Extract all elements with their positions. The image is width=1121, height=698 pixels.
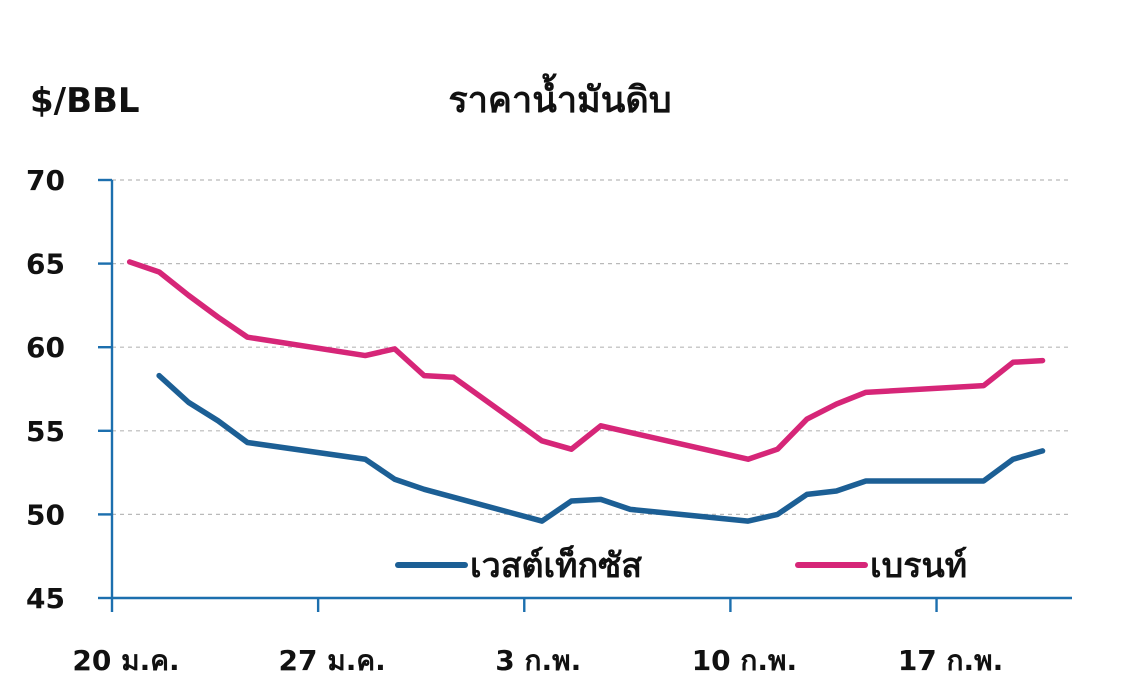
axis-layer: 45 50 55 60 65 70 20 ม.ค. 27 ม.ค. 3 ก.พ. 10 ก.พ. 1… <box>26 164 1072 677</box>
legend-label-0: เวสต์เท็กซัส <box>470 544 642 586</box>
x-tick-label-3: 10 ก.พ. <box>692 644 797 677</box>
series-line-1 <box>126 259 1046 462</box>
y-tick-label-50: 50 <box>26 498 65 531</box>
x-tick-label-1: 27 ม.ค. <box>279 644 386 677</box>
grid-layer <box>112 179 1072 516</box>
y-tick-label-70: 70 <box>26 164 65 197</box>
legend-label-1: เบรนท์ <box>870 546 967 586</box>
x-tick-label-0: 20 ม.ค. <box>72 644 179 677</box>
legend: เวสต์เท็กซัส เบรนท์ <box>395 544 967 586</box>
y-tick-label-55: 55 <box>26 415 65 448</box>
y-tick-label-45: 45 <box>26 582 65 615</box>
y-tick-label-65: 65 <box>26 248 65 281</box>
series-layer <box>126 259 1046 524</box>
x-tick-label-4: 17 ก.พ. <box>898 644 1003 677</box>
y-axis-unit-label: $/BBL <box>30 81 140 121</box>
x-tick-label-2: 3 ก.พ. <box>495 644 581 677</box>
y-tick-label-60: 60 <box>26 331 65 364</box>
chart-title: ราคาน้ำมันดิบ <box>448 73 671 121</box>
